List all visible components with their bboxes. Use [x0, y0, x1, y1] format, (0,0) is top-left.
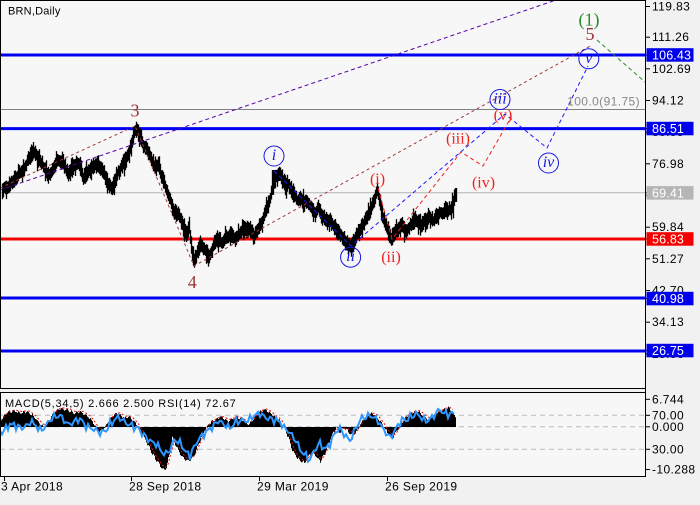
svg-text:(iii): (iii) — [446, 131, 470, 148]
svg-text:56.83: 56.83 — [652, 233, 684, 247]
svg-text:(ii): (ii) — [381, 249, 401, 266]
svg-text:iii: iii — [493, 91, 506, 108]
svg-text:v: v — [585, 50, 593, 67]
svg-text:iv: iv — [543, 154, 555, 171]
svg-text:106.43: 106.43 — [652, 49, 691, 63]
svg-text:-10.288: -10.288 — [652, 463, 696, 477]
svg-text:111.26: 111.26 — [652, 30, 689, 44]
svg-text:i: i — [272, 147, 276, 164]
svg-text:69.41: 69.41 — [652, 186, 684, 200]
svg-text:29 Mar 2019: 29 Mar 2019 — [257, 480, 329, 494]
svg-text:3 Apr 2018: 3 Apr 2018 — [1, 480, 63, 494]
svg-text:3: 3 — [131, 101, 140, 121]
svg-text:(v): (v) — [494, 107, 513, 124]
svg-text:0.000: 0.000 — [652, 420, 684, 434]
svg-text:4: 4 — [188, 272, 197, 292]
svg-text:119.83: 119.83 — [652, 0, 690, 14]
svg-text:34.13: 34.13 — [652, 315, 684, 329]
svg-text:(1): (1) — [579, 10, 600, 31]
svg-text:5: 5 — [586, 24, 595, 44]
svg-text:26 Sep 2019: 26 Sep 2019 — [385, 480, 457, 494]
svg-text:ii: ii — [346, 248, 355, 265]
svg-text:76.98: 76.98 — [652, 157, 684, 171]
svg-text:94.12: 94.12 — [652, 94, 684, 108]
svg-text:100.0(91.75): 100.0(91.75) — [567, 95, 640, 109]
svg-text:86.51: 86.51 — [652, 122, 684, 136]
svg-text:(iv): (iv) — [472, 175, 495, 192]
svg-text:40.98: 40.98 — [652, 292, 684, 306]
svg-text:51.27: 51.27 — [652, 252, 684, 266]
svg-text:BRN,Daily: BRN,Daily — [8, 6, 61, 18]
svg-text:59.84: 59.84 — [652, 220, 684, 234]
svg-text:26.75: 26.75 — [652, 344, 684, 358]
svg-text:70.00: 70.00 — [652, 408, 684, 422]
svg-text:30.00: 30.00 — [652, 442, 684, 456]
svg-text:28 Sep 2018: 28 Sep 2018 — [129, 480, 201, 494]
svg-text:(i): (i) — [370, 171, 385, 188]
svg-text:102.69: 102.69 — [652, 62, 691, 76]
svg-text:6.744: 6.744 — [652, 392, 684, 406]
svg-text:MACD(5,34,5) 2.666 2.500 RSI(1: MACD(5,34,5) 2.666 2.500 RSI(14) 72.67 — [5, 398, 237, 410]
